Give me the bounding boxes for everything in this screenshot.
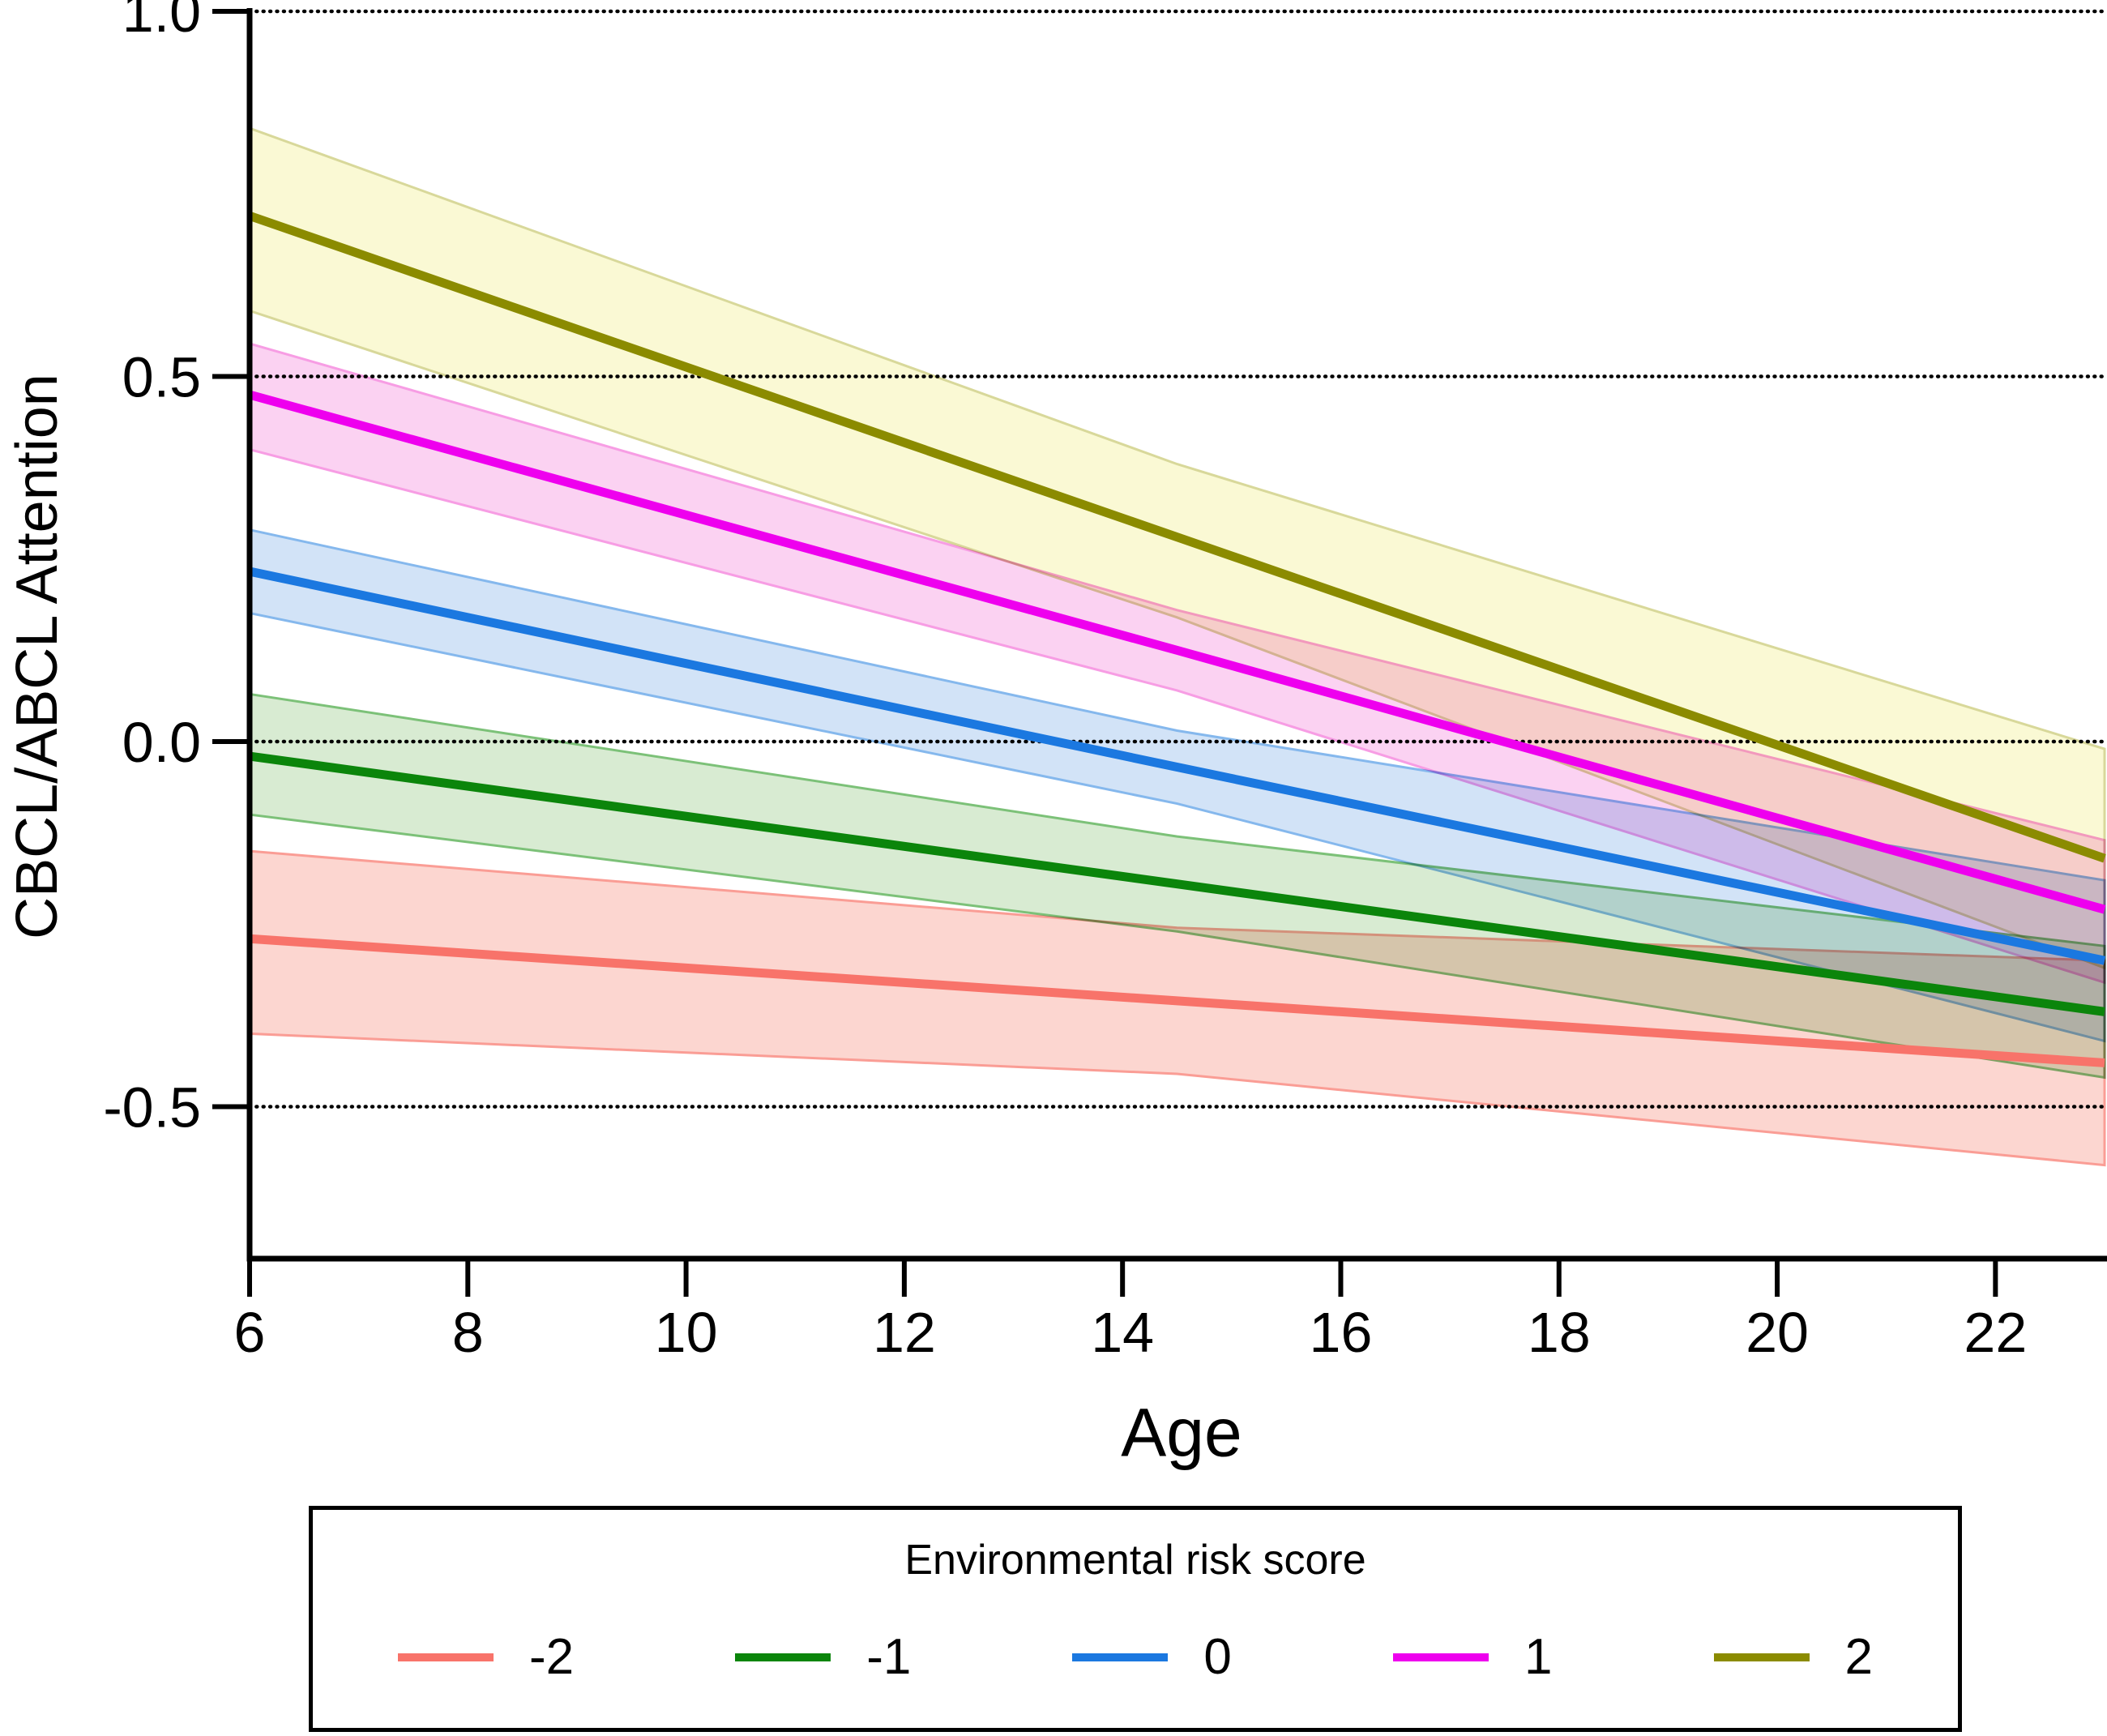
x-tick-label-22: 22: [1964, 1301, 2027, 1364]
trend-line-risk-2: [248, 212, 2106, 863]
x-tick-label-20: 20: [1746, 1301, 1809, 1364]
y-tick-label-1: 1.0: [122, 0, 201, 44]
legend-swatch-risk-0: [1072, 1653, 1169, 1661]
x-tick-label-16: 16: [1310, 1301, 1373, 1364]
legend-label-risk-2: 2: [1844, 1629, 1873, 1685]
legend-label-risk--2: -2: [529, 1629, 575, 1685]
x-axis-title: Age: [1121, 1394, 1242, 1471]
x-tick-label-12: 12: [873, 1301, 936, 1364]
trend-line-risk--2: [249, 934, 2105, 1067]
y-tick-label--0.5: -0.5: [103, 1076, 201, 1140]
legend-swatch-risk-1: [1392, 1653, 1489, 1661]
legend-swatch-risk--1: [735, 1653, 831, 1661]
y-tick-label-0: 0.0: [122, 711, 201, 774]
legend-title: Environmental risk score: [904, 1537, 1366, 1584]
trend-line-risk-0: [248, 567, 2106, 965]
x-tick-label-6: 6: [234, 1301, 266, 1364]
x-tick-label-14: 14: [1091, 1301, 1154, 1364]
x-tick-label-10: 10: [655, 1301, 718, 1364]
legend-item-risk-2: 2: [1713, 1628, 1873, 1686]
legend-label-risk--1: -1: [866, 1629, 912, 1685]
trend-line-risk--1: [249, 751, 2105, 1016]
legend-swatch-risk-2: [1713, 1653, 1810, 1661]
legend-item-risk-0: 0: [1072, 1628, 1232, 1686]
legend-label-risk-1: 1: [1524, 1629, 1553, 1685]
trend-line-risk-1: [248, 390, 2106, 914]
legend-items-row: -2 -1 0 1 2: [313, 1628, 1958, 1686]
legend-box: Environmental risk score -2 -1 0 1 2: [309, 1506, 1962, 1732]
legend-item-risk--1: -1: [735, 1628, 911, 1686]
y-tick-label-0.5: 0.5: [122, 346, 201, 409]
legend-swatch-risk--2: [398, 1653, 494, 1661]
x-tick-label-8: 8: [452, 1301, 484, 1364]
y-axis-title: CBCL/ABCL Attention: [5, 374, 70, 939]
legend-label-risk-0: 0: [1203, 1629, 1232, 1685]
legend-item-risk--2: -2: [398, 1628, 574, 1686]
x-tick-label-18: 18: [1528, 1301, 1591, 1364]
legend-item-risk-1: 1: [1392, 1628, 1553, 1686]
